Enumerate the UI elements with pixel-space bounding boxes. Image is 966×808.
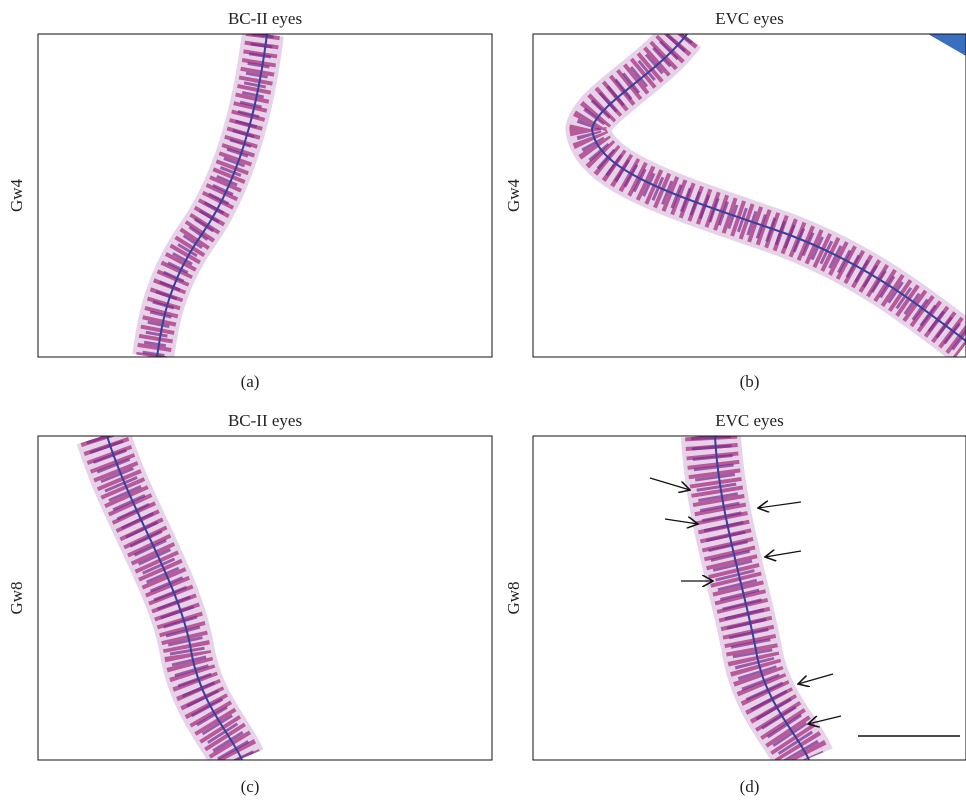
row-label: Gw8 xyxy=(7,581,26,614)
figure: BC-II eyes Gw4 (a) EVC eyes Gw4 (b) BC-II eyes… xyxy=(0,0,966,803)
micrograph xyxy=(38,34,492,357)
micrograph xyxy=(533,34,966,357)
panel-caption: (d) xyxy=(740,777,760,796)
panel xyxy=(38,436,492,760)
panel-title: EVC eyes xyxy=(715,9,783,28)
micrograph xyxy=(38,436,492,760)
panel-title: EVC eyes xyxy=(715,411,783,430)
row-label: Gw4 xyxy=(504,178,523,212)
micrograph xyxy=(533,436,966,760)
panel-caption: (a) xyxy=(241,372,260,391)
panel-title: BC-II eyes xyxy=(228,9,302,28)
panel xyxy=(533,34,966,357)
panel-caption: (c) xyxy=(241,777,260,796)
row-label: Gw8 xyxy=(504,581,523,614)
row-label: Gw4 xyxy=(7,178,26,212)
panel xyxy=(38,34,492,357)
panel-caption: (b) xyxy=(740,372,760,391)
panel-title: BC-II eyes xyxy=(228,411,302,430)
panel xyxy=(533,436,966,760)
